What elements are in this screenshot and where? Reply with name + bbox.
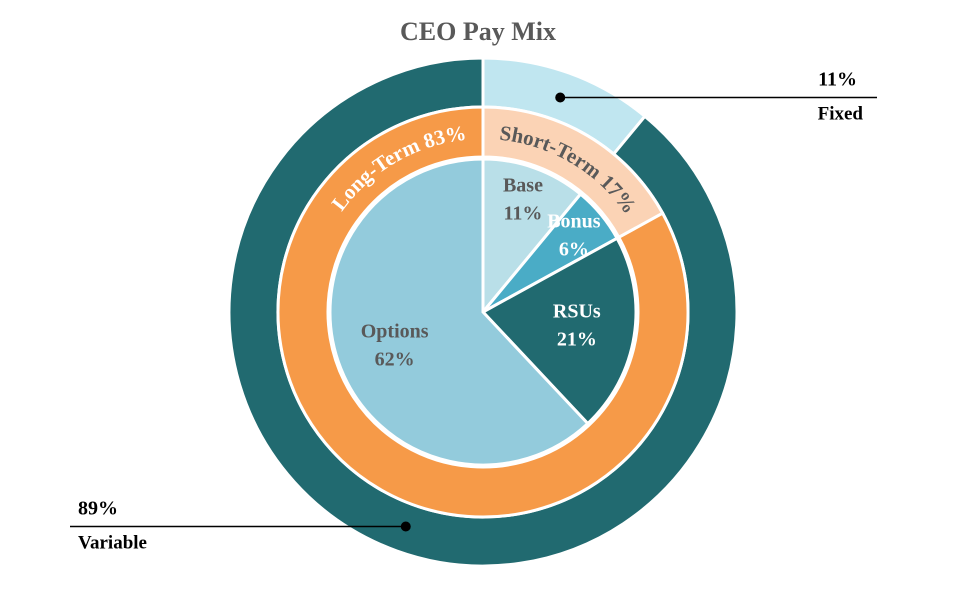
slice [328, 157, 590, 467]
slice [480, 236, 638, 426]
slice-value: 11% [504, 203, 543, 225]
slice-value: 62% [375, 349, 415, 371]
slice-category: Options [361, 321, 429, 343]
slice-category: Bonus [547, 210, 601, 232]
value-label: 11% [818, 68, 857, 90]
slice [481, 157, 583, 317]
slice-value: 21% [557, 328, 597, 350]
slice-value: 6% [559, 238, 589, 260]
category-label: Fixed [818, 103, 864, 124]
slice-category: RSUs [553, 300, 601, 322]
category-label: Variable [78, 533, 147, 554]
chart-title: CEO Pay Mix [400, 17, 556, 46]
slice [276, 105, 690, 519]
slice-category: Base [503, 175, 543, 197]
value-label: 89% [78, 498, 118, 520]
